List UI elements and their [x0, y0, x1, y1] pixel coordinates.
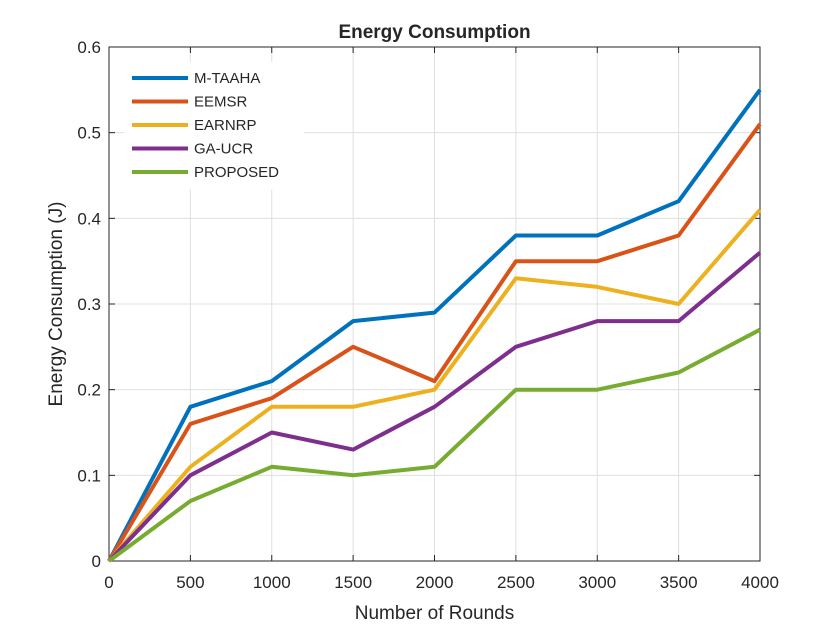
series-line-m-taaha	[107, 88, 762, 562]
legend-entry-label: PROPOSED	[194, 164, 279, 181]
axis-ticks: 0 500 1000 1500 2000 2500 3000 3500 4000 0 0.1 0.2 0…	[77, 38, 779, 592]
y-tick-label: 0.5	[77, 124, 101, 143]
x-tick-label: 2000	[416, 573, 454, 592]
legend-entry-label: GA-UCR	[194, 141, 253, 158]
y-axis-label: Energy Consumption (J)	[46, 202, 67, 407]
series-line-earnrp	[107, 208, 762, 563]
legend-entry-label: EARNRP	[194, 117, 257, 134]
legend-entry-label: EEMSR	[194, 94, 248, 111]
x-tick-label: 2500	[497, 573, 535, 592]
series-line-ga-ucr	[107, 251, 762, 563]
x-tick-label: 500	[176, 573, 204, 592]
legend: M-TAAHA EEMSR EARNRP GA-UCR PROPOSED	[124, 62, 304, 190]
y-tick-label: 0.6	[77, 38, 101, 57]
y-tick-label: 0.2	[77, 381, 101, 400]
y-tick-label: 0.3	[77, 295, 101, 314]
x-tick-label: 0	[104, 573, 113, 592]
y-tick-label: 0.1	[77, 466, 101, 485]
x-tick-label: 3000	[578, 573, 616, 592]
series-line-eemsr	[107, 122, 762, 563]
y-tick-label: 0.4	[77, 209, 101, 228]
x-tick-label: 1000	[253, 573, 291, 592]
y-tick-label: 0	[92, 552, 101, 571]
series-line-proposed	[107, 327, 761, 563]
chart-title: Energy Consumption	[338, 22, 530, 43]
series-lines	[107, 88, 762, 563]
x-axis-label: Number of Rounds	[355, 603, 514, 624]
x-tick-label: 4000	[741, 573, 779, 592]
x-tick-label: 1500	[334, 573, 372, 592]
x-tick-label: 3500	[660, 573, 698, 592]
legend-entry-label: M-TAAHA	[194, 70, 260, 87]
